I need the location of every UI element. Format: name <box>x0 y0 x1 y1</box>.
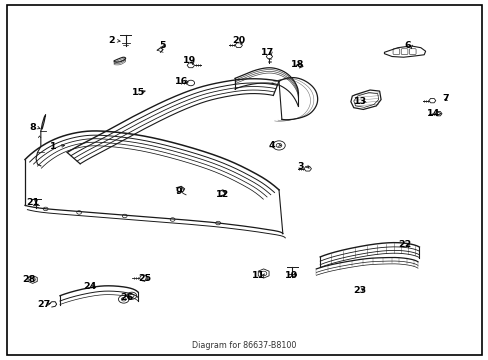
Text: 16: 16 <box>174 77 187 86</box>
Polygon shape <box>265 54 272 59</box>
Polygon shape <box>434 112 441 116</box>
Text: 17: 17 <box>260 48 274 57</box>
Circle shape <box>187 80 194 86</box>
Text: 1: 1 <box>49 142 56 151</box>
Text: 26: 26 <box>120 293 133 302</box>
Circle shape <box>140 275 147 281</box>
Text: 14: 14 <box>427 109 440 118</box>
Text: 15: 15 <box>131 88 144 97</box>
Polygon shape <box>384 46 425 57</box>
Text: Diagram for 86637-B8100: Diagram for 86637-B8100 <box>192 341 296 350</box>
Polygon shape <box>304 166 311 171</box>
Polygon shape <box>28 276 37 283</box>
Text: 25: 25 <box>138 274 151 283</box>
Text: 10: 10 <box>285 271 297 280</box>
Text: 7: 7 <box>442 94 448 103</box>
Text: 21: 21 <box>26 198 39 207</box>
Text: 9: 9 <box>175 187 182 196</box>
Text: 18: 18 <box>290 60 303 69</box>
Text: 8: 8 <box>29 123 36 132</box>
Text: 3: 3 <box>297 162 304 171</box>
Text: 5: 5 <box>159 41 165 50</box>
Polygon shape <box>258 269 268 278</box>
Text: 24: 24 <box>83 282 97 291</box>
Text: 12: 12 <box>216 190 229 199</box>
Text: 4: 4 <box>268 141 275 150</box>
Text: 19: 19 <box>183 56 196 65</box>
Text: 13: 13 <box>353 97 366 106</box>
Text: 20: 20 <box>232 36 245 45</box>
Text: 28: 28 <box>22 275 36 284</box>
Text: 22: 22 <box>398 240 411 249</box>
Text: 2: 2 <box>108 36 114 45</box>
Text: 27: 27 <box>38 300 51 309</box>
Polygon shape <box>187 63 194 68</box>
Polygon shape <box>428 98 435 103</box>
Text: 6: 6 <box>403 41 410 50</box>
Polygon shape <box>235 43 242 48</box>
Text: 11: 11 <box>252 271 265 280</box>
Text: 23: 23 <box>352 285 366 294</box>
